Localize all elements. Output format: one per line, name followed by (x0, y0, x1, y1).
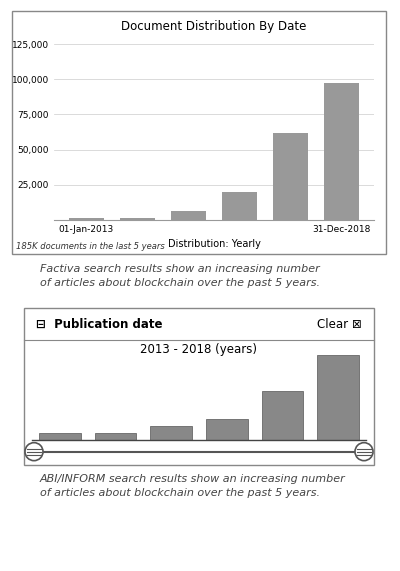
Bar (150, 425, 192, 440)
Text: 2013 - 2018 (years): 2013 - 2018 (years) (140, 343, 258, 356)
Text: Clear ⊠: Clear ⊠ (317, 318, 362, 331)
Bar (222, 192, 257, 220)
Bar (273, 132, 308, 220)
Bar (262, 391, 303, 440)
Bar (68, 218, 104, 220)
Text: ⊟  Publication date: ⊟ Publication date (36, 318, 162, 331)
Bar (95, 433, 136, 440)
Text: 185K documents in the last 5 years: 185K documents in the last 5 years (16, 242, 165, 251)
Bar (171, 211, 206, 220)
Text: ABI/INFORM search results show an increasing number
of articles about blockchain: ABI/INFORM search results show an increa… (40, 474, 346, 498)
X-axis label: Distribution: Yearly: Distribution: Yearly (168, 239, 260, 250)
Bar (120, 218, 155, 220)
Bar (206, 419, 248, 440)
Text: Factiva search results show an increasing number
of articles about blockchain ov: Factiva search results show an increasin… (40, 264, 320, 288)
Bar (39, 433, 81, 440)
Bar (317, 355, 359, 440)
Title: Document Distribution By Date: Document Distribution By Date (121, 20, 307, 33)
Bar (324, 83, 360, 220)
